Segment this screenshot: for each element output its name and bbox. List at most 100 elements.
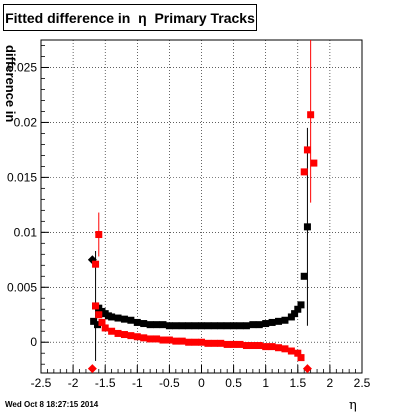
data-point — [93, 321, 101, 329]
data-point — [185, 322, 193, 330]
data-point — [140, 320, 148, 328]
data-point — [281, 316, 289, 324]
data-point — [172, 337, 180, 345]
chart-title-box: Fitted difference in η Primary Tracks — [3, 4, 257, 31]
data-point — [294, 349, 302, 357]
y-tick-label: 0.015 — [7, 170, 37, 184]
data-point — [287, 347, 295, 355]
x-tick-label: 1 — [262, 376, 269, 390]
data-point — [95, 231, 103, 239]
error-bars — [95, 40, 312, 361]
grid-lines — [41, 40, 362, 373]
data-point — [236, 322, 244, 330]
data-point — [127, 316, 135, 324]
data-point — [92, 302, 100, 310]
data-point — [146, 321, 154, 329]
data-point — [236, 340, 244, 348]
data-point — [90, 317, 98, 325]
data-point — [303, 223, 311, 231]
chart-title: Fitted difference in η Primary Tracks — [5, 10, 255, 26]
data-point — [204, 322, 212, 330]
data-point — [114, 314, 122, 322]
data-point — [281, 345, 289, 353]
data-point — [217, 322, 225, 330]
y-axis-label: difference in — [3, 45, 18, 123]
x-tick-label: 0 — [198, 376, 205, 390]
data-point — [159, 321, 167, 329]
data-point — [275, 344, 283, 352]
data-point — [242, 322, 250, 330]
data-point — [204, 339, 212, 347]
data-point — [302, 364, 312, 374]
data-point — [127, 332, 135, 340]
data-point — [87, 364, 97, 374]
x-tick-label: -1.5 — [95, 376, 116, 390]
data-point — [255, 321, 263, 329]
data-point — [172, 322, 180, 330]
data-point — [291, 310, 299, 318]
data-point — [210, 339, 218, 347]
data-point — [275, 317, 283, 325]
y-tick-label: 0.02 — [14, 115, 38, 129]
x-tick-label: -1 — [132, 376, 143, 390]
x-tick-label: 1.5 — [289, 376, 306, 390]
data-point — [210, 322, 218, 330]
data-point — [303, 146, 311, 154]
data-point — [307, 111, 315, 119]
data-point — [146, 335, 154, 343]
y-tick-label: 0.01 — [14, 225, 38, 239]
data-point — [268, 318, 276, 326]
y-tick-label: 0 — [30, 335, 37, 349]
data-point — [165, 336, 173, 344]
data-point — [297, 301, 305, 309]
x-tick-label: -0.5 — [159, 376, 180, 390]
data-point — [191, 338, 199, 346]
x-axis-ticks: -2.5 -2 -1.5 -1 -0.5 0 0.5 1 1.5 2 2.5 — [31, 365, 371, 390]
x-tick-label: 0.5 — [225, 376, 242, 390]
data-point — [165, 322, 173, 330]
data-point — [223, 322, 231, 330]
data-point — [120, 331, 128, 339]
x-tick-label: -2 — [68, 376, 79, 390]
data-point — [101, 324, 109, 332]
x-tick-label: -2.5 — [31, 376, 52, 390]
data-point — [217, 339, 225, 347]
data-point — [249, 321, 257, 329]
data-point — [178, 322, 186, 330]
data-point — [153, 321, 161, 329]
data-point — [230, 322, 238, 330]
data-point — [95, 311, 103, 319]
data-point — [255, 342, 263, 350]
x-tick-label: 2.5 — [354, 376, 371, 390]
data-point — [140, 334, 148, 342]
data-point — [300, 168, 308, 176]
data-point — [108, 327, 116, 335]
y-axis-ticks: 0 0.005 0.01 0.015 0.02 0.025 — [7, 45, 49, 365]
data-point — [153, 335, 161, 343]
data-markers — [87, 111, 318, 374]
data-point — [262, 343, 270, 351]
data-point — [249, 342, 257, 350]
data-point — [230, 340, 238, 348]
timestamp: Wed Oct 8 18:27:15 2014 — [5, 400, 99, 409]
data-point — [133, 318, 141, 326]
y-tick-label: 0.025 — [7, 60, 37, 74]
data-point — [114, 329, 122, 337]
data-point — [120, 315, 128, 323]
data-point — [98, 318, 106, 326]
data-point — [223, 340, 231, 348]
data-point — [297, 354, 305, 362]
data-point — [191, 322, 199, 330]
data-point — [198, 338, 205, 346]
data-point — [159, 336, 167, 344]
data-point — [268, 343, 276, 351]
data-point — [198, 322, 205, 330]
data-point — [185, 338, 193, 346]
data-point — [108, 313, 116, 321]
y-tick-label: 0.005 — [7, 280, 37, 294]
data-point — [133, 333, 141, 341]
data-point — [294, 305, 302, 313]
x-tick-label: 2 — [327, 376, 334, 390]
data-point — [242, 342, 250, 350]
